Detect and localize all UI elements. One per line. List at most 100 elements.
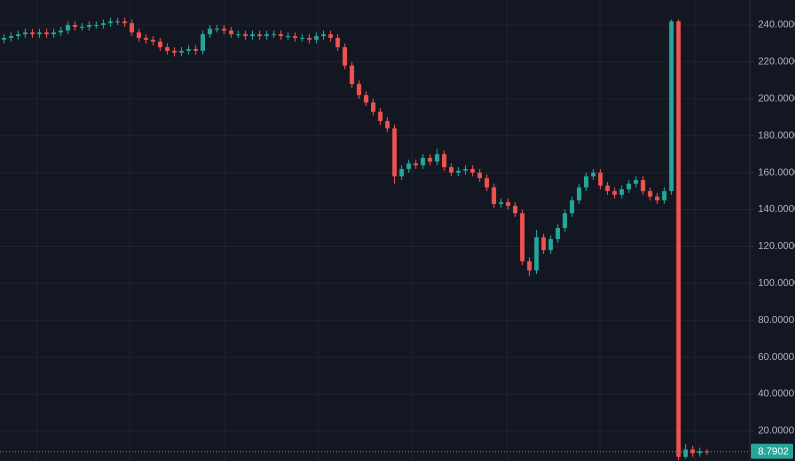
candle-body — [555, 228, 560, 240]
candle-body — [349, 65, 355, 85]
candle-body — [23, 32, 28, 35]
candle-body — [399, 168, 404, 177]
candle-body — [363, 95, 369, 103]
candle-body — [87, 25, 92, 27]
candle-body — [129, 23, 134, 33]
y-tick-label: 240.0000 — [758, 20, 795, 31]
candle-body — [449, 167, 454, 173]
candle-body — [491, 187, 497, 205]
candle-body — [442, 154, 447, 168]
y-tick-label: 20.0000 — [758, 426, 795, 437]
candle-body — [214, 28, 220, 30]
last-price-label: 8.7902 — [758, 446, 789, 457]
y-tick-label: 200.0000 — [758, 93, 795, 104]
candle-body — [598, 172, 603, 186]
candle-body — [122, 21, 127, 24]
candle-body — [229, 30, 234, 35]
candle-body — [690, 449, 695, 454]
candle-body — [65, 25, 71, 31]
candle-body — [676, 21, 681, 457]
candle-body — [271, 34, 276, 36]
candle-body — [470, 168, 475, 173]
y-tick-label: 220.0000 — [758, 57, 795, 68]
candle-body — [44, 32, 49, 35]
candle-body — [619, 189, 624, 195]
candle-body — [541, 237, 546, 251]
candle-body — [285, 36, 291, 38]
candle-body — [548, 239, 553, 251]
y-tick-label: 180.0000 — [758, 130, 795, 141]
candle-body — [30, 32, 35, 35]
candle-body — [633, 180, 639, 184]
candle-body — [321, 34, 326, 37]
candle-body — [72, 25, 78, 27]
grid — [0, 0, 750, 461]
candle-body — [484, 178, 489, 188]
candle-body — [278, 34, 284, 37]
candle-body — [158, 41, 163, 48]
y-tick-label: 80.0000 — [758, 315, 795, 326]
candle-body — [562, 213, 568, 229]
y-tick-label: 140.0000 — [758, 204, 795, 215]
y-tick-label: 120.0000 — [758, 241, 795, 252]
candle-body — [513, 205, 518, 214]
candle-body — [591, 172, 596, 177]
candle-body — [697, 451, 702, 454]
candle-body — [385, 120, 390, 129]
price-axis: 20.0000 40.0000 60.0000 80.0000 100.0000 120.… — [750, 20, 795, 459]
candle-body — [94, 25, 99, 27]
candle-body — [612, 191, 617, 195]
candle-body — [179, 50, 184, 53]
y-tick-label: 100.0000 — [758, 278, 795, 289]
candle-body — [328, 34, 333, 38]
candle-body — [250, 34, 255, 37]
candle-body — [314, 36, 319, 40]
candle-body — [172, 50, 177, 53]
candle-body — [378, 111, 383, 121]
candle-body — [101, 23, 106, 26]
candle-body — [406, 163, 411, 169]
candle-body — [193, 48, 198, 51]
candle-body — [150, 39, 156, 42]
candle-body — [456, 170, 461, 173]
candle-body — [626, 183, 631, 190]
candle-body — [662, 191, 667, 201]
candle-body — [392, 128, 397, 177]
candle-body — [292, 36, 298, 38]
candle-body — [371, 102, 376, 112]
candle-body — [200, 34, 205, 51]
candle-body — [427, 157, 433, 162]
candle-body — [655, 196, 660, 201]
candle-body — [683, 449, 688, 457]
candle-body — [1, 37, 7, 40]
candle-body — [505, 202, 511, 206]
candle-body — [37, 32, 42, 35]
candle-body — [300, 37, 305, 39]
candle-body — [16, 34, 21, 37]
y-tick-label: 160.0000 — [758, 167, 795, 178]
candle-body — [463, 168, 468, 171]
candle-body — [307, 37, 312, 40]
candle-body — [669, 21, 674, 192]
candle-body — [640, 180, 646, 192]
candle-body — [79, 26, 85, 28]
last-price-box — [751, 443, 793, 459]
candle-body — [520, 213, 525, 262]
y-tick-label: 60.0000 — [758, 352, 795, 363]
candle-body — [534, 237, 539, 271]
candle-body — [498, 202, 504, 205]
candle-body — [108, 21, 113, 24]
candle-body — [143, 37, 149, 40]
candle-body — [51, 32, 56, 35]
candle-body — [704, 451, 710, 453]
candle-body — [165, 47, 170, 51]
candle-body — [8, 36, 14, 38]
candle-body — [605, 185, 610, 192]
candle-body — [356, 84, 362, 96]
candle-body — [584, 176, 589, 188]
candle-body — [420, 157, 426, 166]
candle-body — [221, 28, 227, 31]
